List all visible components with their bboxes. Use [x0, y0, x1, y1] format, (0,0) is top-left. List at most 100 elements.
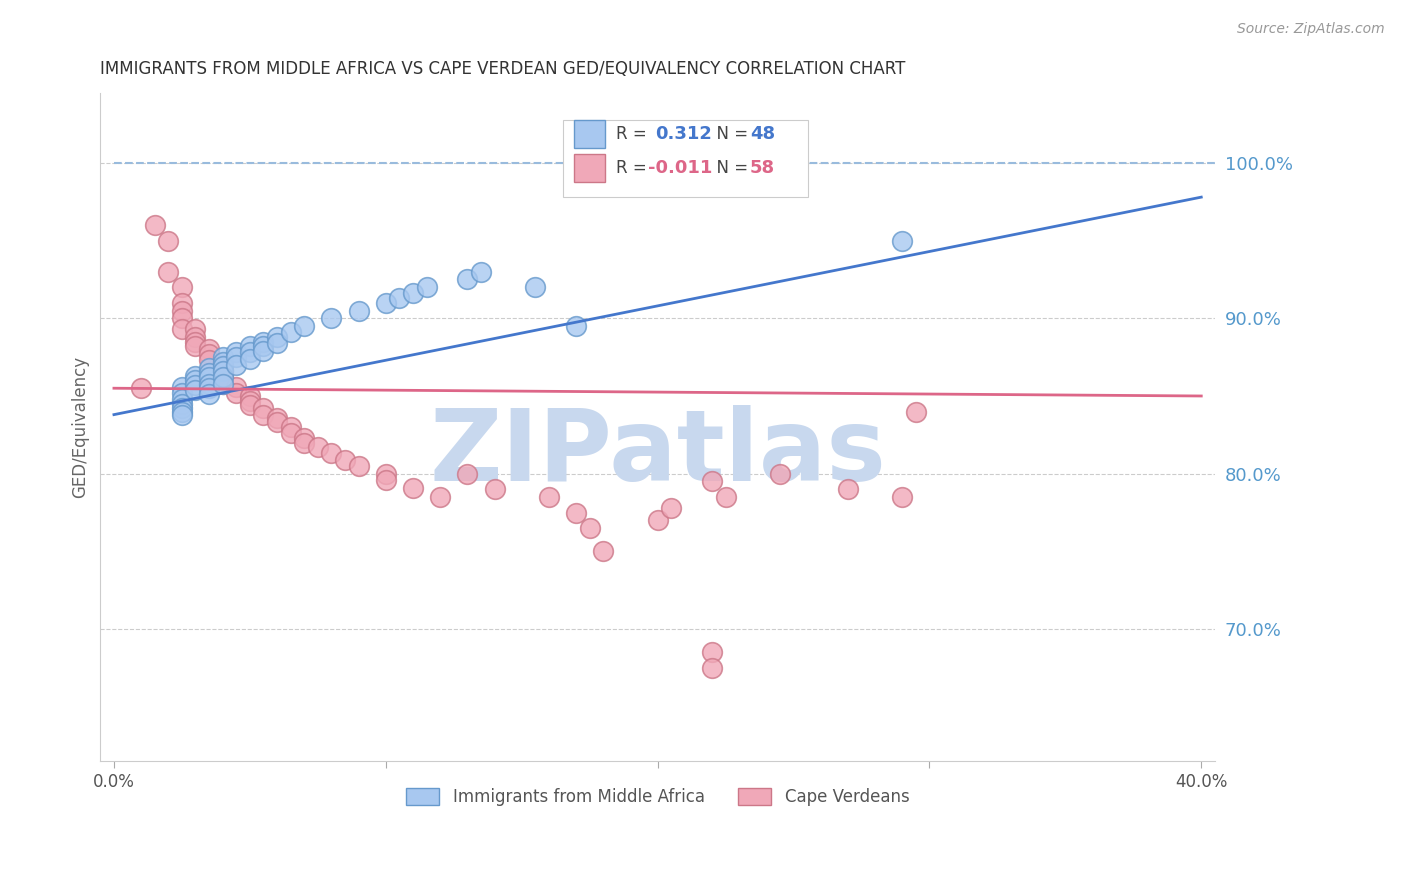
Point [402, 286, 425, 301]
Point [170, 280, 193, 294]
Point [129, 381, 152, 395]
Point [904, 404, 927, 418]
Y-axis label: GED/Equivalency: GED/Equivalency [72, 356, 89, 498]
Point [280, 426, 302, 441]
Point [537, 490, 560, 504]
Point [184, 378, 207, 392]
Point [170, 379, 193, 393]
Point [198, 376, 221, 391]
Point [292, 431, 315, 445]
Point [524, 280, 547, 294]
Point [184, 383, 207, 397]
Point [170, 385, 193, 400]
Point [388, 291, 411, 305]
Point [280, 420, 302, 434]
Point [347, 303, 370, 318]
Point [225, 379, 247, 393]
Point [143, 218, 166, 232]
Point [280, 326, 302, 340]
Point [157, 265, 180, 279]
Text: Source: ZipAtlas.com: Source: ZipAtlas.com [1237, 22, 1385, 37]
Text: IMMIGRANTS FROM MIDDLE AFRICA VS CAPE VERDEAN GED/EQUIVALENCY CORRELATION CHART: IMMIGRANTS FROM MIDDLE AFRICA VS CAPE VE… [100, 60, 905, 78]
Point [239, 345, 262, 359]
Point [170, 295, 193, 310]
Point [198, 353, 221, 368]
Point [170, 303, 193, 318]
Text: 48: 48 [751, 126, 775, 144]
Point [470, 265, 492, 279]
Point [769, 467, 792, 481]
Point [170, 397, 193, 411]
Point [252, 339, 274, 353]
Point [700, 661, 723, 675]
Point [252, 343, 274, 358]
Point [292, 435, 315, 450]
Point [225, 358, 247, 372]
Bar [574, 153, 605, 182]
Point [321, 446, 343, 460]
Point [211, 364, 233, 378]
Point [184, 374, 207, 388]
Point [211, 359, 233, 374]
Point [211, 368, 233, 382]
Point [157, 234, 180, 248]
Point [266, 416, 288, 430]
Legend: Immigrants from Middle Africa, Cape Verdeans: Immigrants from Middle Africa, Cape Verd… [399, 781, 915, 813]
Point [239, 351, 262, 366]
Point [184, 330, 207, 344]
Point [252, 408, 274, 422]
Point [170, 401, 193, 416]
Point [170, 311, 193, 326]
Point [307, 440, 329, 454]
Point [211, 355, 233, 369]
Point [659, 500, 682, 515]
Point [456, 467, 478, 481]
Point [225, 345, 247, 359]
Point [891, 490, 914, 504]
Point [592, 544, 614, 558]
Text: ZIPatlas: ZIPatlas [429, 405, 886, 502]
Point [714, 490, 737, 504]
Point [211, 370, 233, 384]
Point [647, 513, 669, 527]
Text: R =: R = [616, 126, 652, 144]
Point [184, 322, 207, 336]
Point [266, 330, 288, 344]
FancyBboxPatch shape [562, 120, 808, 196]
Point [266, 336, 288, 351]
Point [578, 521, 600, 535]
Point [198, 343, 221, 357]
Text: N =: N = [706, 126, 752, 144]
Point [415, 280, 437, 294]
Point [184, 339, 207, 353]
Point [700, 475, 723, 489]
Point [565, 506, 588, 520]
Text: -0.011: -0.011 [648, 159, 711, 177]
Point [402, 481, 425, 495]
Point [211, 376, 233, 391]
Point [198, 361, 221, 376]
Point [429, 490, 451, 504]
Point [211, 376, 233, 391]
Point [198, 347, 221, 361]
Point [374, 295, 396, 310]
Text: 0.312: 0.312 [655, 126, 713, 144]
Text: 58: 58 [751, 159, 775, 177]
Point [198, 366, 221, 380]
Point [456, 272, 478, 286]
Point [891, 234, 914, 248]
Point [170, 408, 193, 422]
Point [700, 645, 723, 659]
Point [565, 319, 588, 334]
Text: N =: N = [706, 159, 752, 177]
Text: R =: R = [616, 159, 652, 177]
Point [170, 322, 193, 336]
Point [239, 393, 262, 408]
Point [374, 473, 396, 487]
Point [211, 350, 233, 364]
Point [211, 362, 233, 376]
Point [484, 482, 506, 496]
Point [211, 370, 233, 384]
Point [198, 370, 221, 384]
Point [347, 458, 370, 473]
